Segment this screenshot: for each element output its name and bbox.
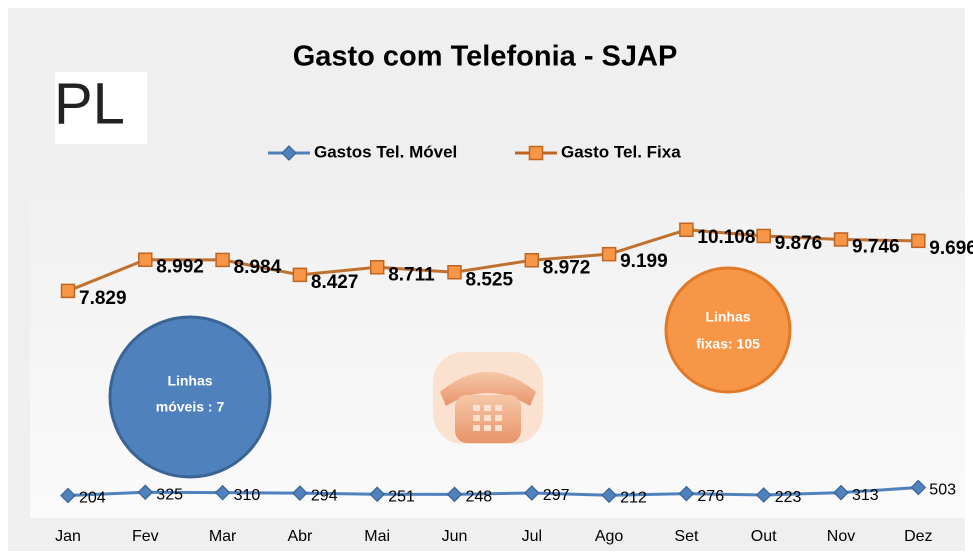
marker bbox=[911, 233, 926, 249]
marker bbox=[281, 145, 297, 161]
marker bbox=[447, 264, 462, 280]
marker bbox=[446, 486, 463, 503]
data-label: 9.876 bbox=[775, 233, 823, 254]
marker bbox=[678, 485, 695, 502]
data-label: 248 bbox=[466, 489, 493, 506]
x-tick-label: Ago bbox=[595, 528, 624, 545]
marker bbox=[528, 145, 544, 161]
marker bbox=[833, 232, 849, 247]
marker bbox=[601, 487, 617, 504]
data-label: 8.992 bbox=[156, 257, 204, 278]
data-label: 8.525 bbox=[466, 269, 514, 290]
marker bbox=[833, 484, 849, 501]
data-label: 297 bbox=[543, 487, 570, 504]
x-tick-label: Out bbox=[751, 528, 777, 545]
x-tick-label: Jun bbox=[442, 528, 468, 545]
x-tick-label: Mai bbox=[364, 528, 390, 545]
marker bbox=[910, 479, 927, 496]
x-tick-label: Jan bbox=[55, 528, 81, 545]
marker bbox=[369, 486, 386, 503]
data-label: 294 bbox=[311, 487, 338, 504]
marker bbox=[137, 484, 154, 501]
data-label: 503 bbox=[929, 482, 956, 499]
marker bbox=[679, 222, 694, 238]
x-tick-label: Dez bbox=[904, 528, 932, 545]
x-tick-label: Set bbox=[674, 528, 699, 545]
marker bbox=[60, 283, 76, 299]
series-line bbox=[67, 486, 919, 498]
legend-label: Gasto Tel. Fixa bbox=[561, 142, 681, 161]
data-label: 204 bbox=[79, 490, 106, 507]
marker bbox=[369, 260, 385, 275]
x-tick-label: Mar bbox=[209, 528, 237, 545]
data-label: 9.746 bbox=[852, 236, 900, 257]
data-label: 10.108 bbox=[697, 227, 755, 248]
data-label: 212 bbox=[620, 490, 647, 507]
data-label: 223 bbox=[775, 489, 802, 506]
marker bbox=[292, 485, 308, 501]
series-line bbox=[67, 228, 919, 293]
marker bbox=[214, 484, 231, 501]
data-label: 8.711 bbox=[388, 264, 435, 285]
marker bbox=[292, 267, 308, 283]
annotation: fixas: 105 bbox=[696, 336, 760, 352]
data-label: 8.984 bbox=[234, 257, 282, 278]
annotation-bubble bbox=[664, 266, 792, 394]
x-tick-label: Fev bbox=[132, 528, 159, 545]
data-label: 313 bbox=[852, 487, 879, 504]
marker bbox=[215, 252, 230, 268]
marker bbox=[601, 246, 617, 262]
marker bbox=[755, 487, 772, 503]
data-label: 8.427 bbox=[311, 272, 359, 293]
data-label: 8.972 bbox=[543, 257, 591, 278]
marker bbox=[756, 228, 771, 244]
data-label: 325 bbox=[156, 486, 183, 503]
marker bbox=[524, 253, 540, 268]
logo-box bbox=[55, 72, 147, 144]
x-tick-label: Jul bbox=[522, 528, 542, 545]
data-label: 9.696 bbox=[929, 238, 973, 259]
annotation: Linhas bbox=[167, 373, 212, 389]
x-tick-label: Nov bbox=[827, 528, 855, 545]
data-label: 276 bbox=[697, 488, 724, 505]
marker bbox=[138, 252, 153, 267]
legend-label: Gastos Tel. Móvel bbox=[314, 142, 457, 161]
chart-title: Gasto com Telefonia - SJAP bbox=[293, 41, 678, 73]
x-tick-label: Abr bbox=[287, 528, 313, 545]
annotation: Linhas bbox=[705, 309, 750, 325]
marker bbox=[523, 485, 540, 501]
annotation: móveis : 7 bbox=[156, 399, 225, 415]
annotation-bubble bbox=[108, 315, 272, 479]
data-label: 310 bbox=[234, 487, 261, 504]
data-label: 251 bbox=[388, 488, 415, 505]
data-label: 9.199 bbox=[620, 251, 668, 272]
marker bbox=[60, 487, 76, 504]
phone-icon bbox=[433, 352, 543, 444]
data-label: 7.829 bbox=[79, 288, 127, 309]
logo: PL bbox=[54, 71, 125, 136]
